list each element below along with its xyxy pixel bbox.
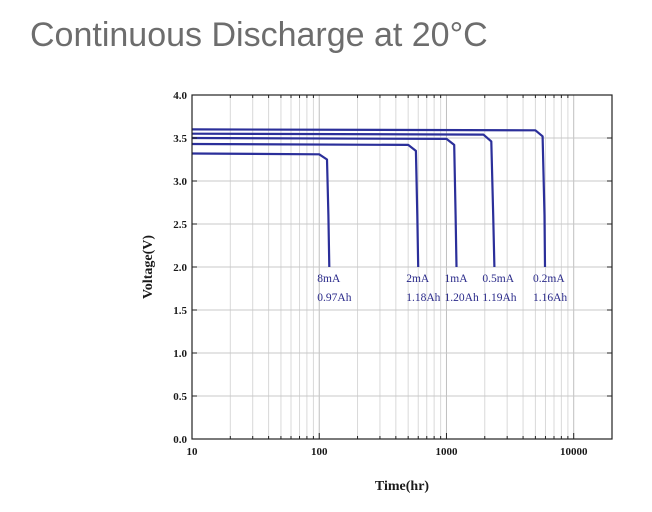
series-name-label: 8mA — [317, 273, 341, 285]
y-axis-label: Voltage(V) — [141, 235, 156, 299]
series-line-2mA — [191, 142, 420, 268]
series-name-label: 2mA — [406, 273, 430, 285]
series-line-0.5mA — [191, 132, 496, 268]
grid — [192, 95, 612, 439]
y-tick-label: 1.5 — [173, 305, 187, 317]
ticks: 10 100 1000 10000 0.0 0.5 1.0 1.5 2.0 2.5 3.0 3.5 4.… — [173, 90, 612, 458]
series-name-label: 1mA — [445, 273, 469, 285]
series-capacity-label: 1.20Ah — [445, 292, 479, 304]
series-capacity-label: 1.19Ah — [482, 292, 516, 304]
x-tick-label: 10 — [187, 446, 199, 458]
series-line-8mA — [191, 152, 331, 268]
series-line-0.2mA — [191, 128, 547, 268]
y-tick-label: 2.5 — [173, 219, 187, 231]
x-tick-label: 100 — [311, 446, 328, 458]
y-tick-label: 0.5 — [173, 391, 187, 403]
y-tick-label: 3.0 — [173, 176, 187, 188]
page-title: Continuous Discharge at 20°C — [30, 16, 488, 54]
y-tick-label: 1.0 — [173, 348, 187, 360]
series-capacity-label: 1.18Ah — [406, 292, 440, 304]
series-name-label: 0.2mA — [533, 273, 565, 285]
x-tick-label: 10000 — [560, 446, 588, 458]
y-tick-label: 4.0 — [173, 90, 187, 102]
y-tick-label: 2.0 — [173, 262, 187, 274]
x-tick-label: 1000 — [435, 446, 458, 458]
y-tick-label: 3.5 — [173, 133, 187, 145]
y-tick-label: 0.0 — [173, 434, 187, 446]
series-name-label: 0.5mA — [482, 273, 514, 285]
series-capacity-label: 1.16Ah — [533, 292, 567, 304]
series-line-1mA — [191, 136, 458, 268]
x-axis-label: Time(hr) — [375, 479, 430, 494]
series-lines — [191, 128, 547, 268]
series-capacity-label: 0.97Ah — [317, 292, 351, 304]
